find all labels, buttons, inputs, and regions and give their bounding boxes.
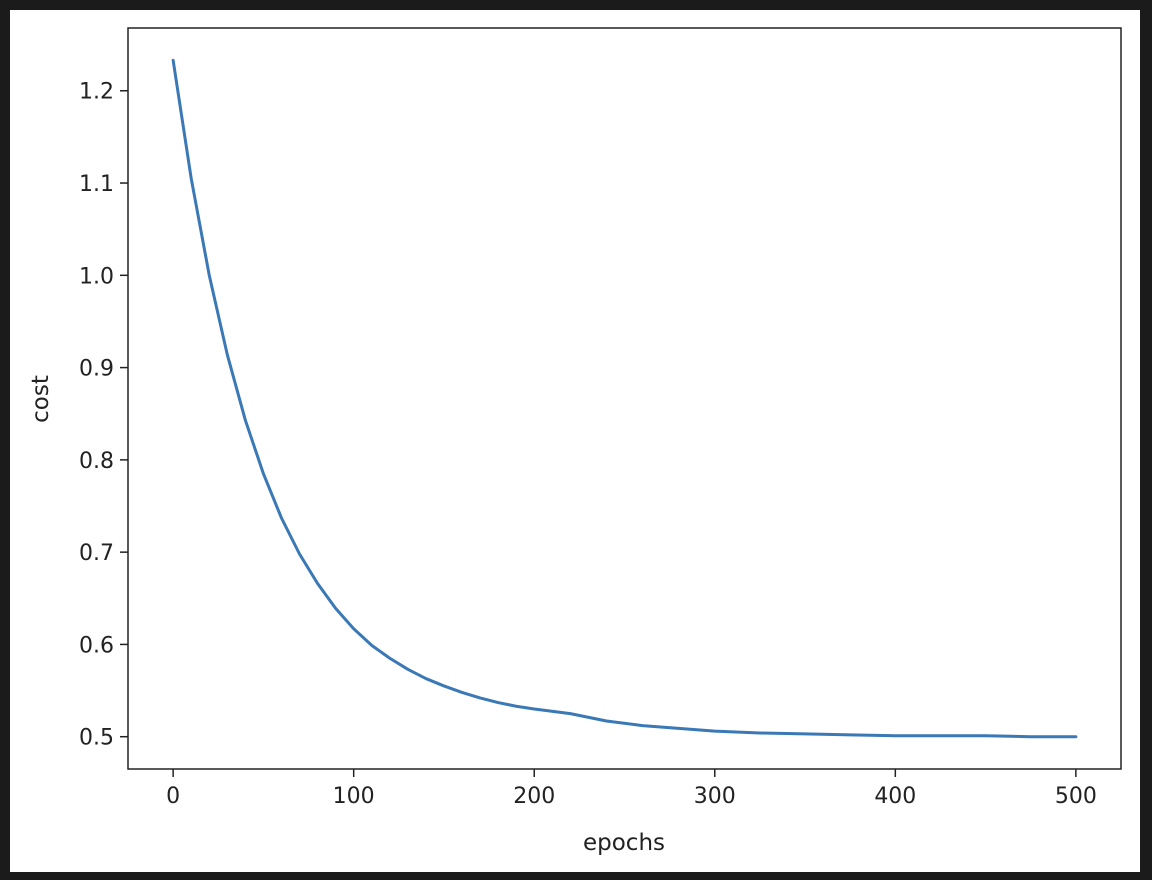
y-tick-label: 0.6 <box>79 633 114 658</box>
y-tick-label: 0.7 <box>79 541 114 566</box>
x-tick-label: 400 <box>874 784 916 809</box>
x-tick-label: 0 <box>166 784 180 809</box>
x-tick-label: 500 <box>1055 784 1097 809</box>
x-axis-label: epochs <box>583 830 665 856</box>
y-tick-label: 0.9 <box>79 357 114 382</box>
y-tick-label: 1.0 <box>79 264 114 289</box>
x-tick-label: 300 <box>694 784 736 809</box>
y-tick-label: 1.2 <box>79 80 114 105</box>
x-tick-label: 100 <box>333 784 375 809</box>
line-chart: 0 100 200 300 400 500 0.5 0.6 0.7 0.8 0.9 1.0 1.1 1.… <box>28 27 1122 856</box>
figure: 0 100 200 300 400 500 0.5 0.6 0.7 0.8 0.9 1.0 1.1 1.… <box>10 10 1140 872</box>
y-axis-ticks: 0.5 0.6 0.7 0.8 0.9 1.0 1.1 1.2 <box>79 80 128 751</box>
plot-area <box>127 27 1122 770</box>
y-tick-label: 1.1 <box>79 172 114 197</box>
series-line <box>171 58 1078 739</box>
series-layer <box>171 58 1078 739</box>
y-axis-label: cost <box>28 375 54 423</box>
y-tick-label: 0.5 <box>79 726 114 751</box>
x-axis-ticks: 0 100 200 300 400 500 <box>166 769 1097 809</box>
y-tick-label: 0.8 <box>79 449 114 474</box>
x-tick-label: 200 <box>513 784 555 809</box>
